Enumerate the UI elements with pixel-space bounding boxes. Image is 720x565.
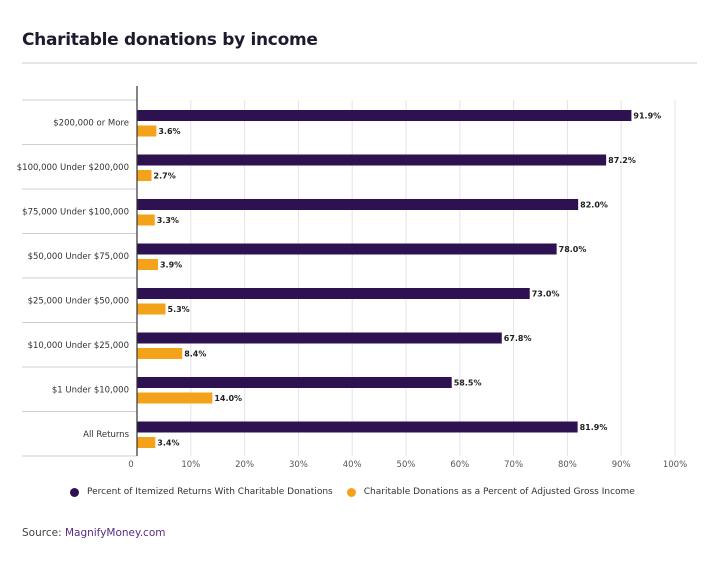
bars: [137, 110, 632, 448]
data-label-series2: 5.3%: [168, 305, 190, 314]
data-label-series1: 87.2%: [608, 156, 636, 165]
bar-series1: [137, 332, 502, 344]
bar-series2: [137, 437, 156, 448]
x-tick-labels: 0 10% 20% 30% 40% 50% 60% 70% 80% 90% 100%: [128, 460, 687, 470]
category-labels: $200,000 or More $100,000 Under $200,000 $…: [17, 118, 130, 440]
legend-label-series1: Percent of Itemized Returns With Charita…: [87, 487, 333, 497]
data-label-series1: 58.5%: [454, 379, 482, 388]
x-tick-label: 40%: [343, 460, 362, 470]
x-tick-label: 80%: [558, 460, 577, 470]
x-tick-label: 30%: [289, 460, 308, 470]
x-tick-label: 60%: [450, 460, 469, 470]
data-label-series1: 73.0%: [532, 290, 560, 299]
category-label: $75,000 Under $100,000: [22, 207, 129, 217]
category-label: $1 Under $10,000: [52, 385, 129, 395]
data-label-series2: 3.3%: [157, 216, 179, 225]
category-label: $200,000 or More: [53, 118, 129, 128]
bar-series2: [137, 303, 166, 315]
category-separators: [22, 99, 137, 457]
bar-series1: [137, 154, 607, 166]
bar-series1: [137, 377, 452, 388]
category-label: All Returns: [83, 430, 129, 440]
bar-series2: [137, 170, 152, 181]
category-label: $100,000 Under $200,000: [17, 163, 129, 173]
category-label: $10,000 Under $25,000: [28, 341, 129, 351]
data-label-series2: 8.4%: [184, 350, 206, 359]
bar-series1: [137, 288, 530, 299]
legend-label-series2: Charitable Donations as a Percent of Adj…: [363, 487, 635, 497]
x-tick-label: 70%: [504, 460, 523, 470]
legend-marker-series1: [70, 487, 79, 497]
source-link[interactable]: MagnifyMoney.com: [64, 527, 166, 539]
bar-series2: [137, 214, 155, 226]
x-tick-label: 0: [128, 460, 133, 470]
x-tick-label: 90%: [612, 460, 631, 470]
bar-series2: [137, 348, 183, 359]
data-label-series1: 82.0%: [580, 201, 608, 210]
legend-item-series1: Percent of Itemized Returns With Charita…: [70, 487, 333, 497]
bar-series1: [137, 199, 579, 210]
bar-series2: [137, 392, 213, 404]
x-tick-label: 100%: [663, 460, 687, 470]
legend-item-series2: Charitable Donations as a Percent of Adj…: [346, 487, 635, 497]
data-label-series2: 3.6%: [158, 127, 180, 136]
source-prefix: Source:: [22, 527, 65, 539]
title-divider: [22, 62, 697, 64]
data-label-series2: 3.4%: [157, 439, 179, 448]
x-tick-label: 50%: [397, 460, 416, 470]
category-label: $50,000 Under $75,000: [28, 252, 129, 262]
data-label-series2: 2.7%: [154, 172, 176, 181]
data-label-series1: 81.9%: [580, 423, 608, 432]
chart-title: Charitable donations by income: [22, 30, 318, 50]
x-tick-label: 20%: [235, 460, 254, 470]
data-label-series2: 14.0%: [214, 394, 242, 403]
bar-series2: [137, 125, 157, 137]
bar-labels: 91.9% 3.6% 87.2% 2.7% 82.0% 3.3% 78.0% 3.9% 73.0…: [154, 112, 662, 448]
data-label-series1: 78.0%: [559, 245, 587, 254]
data-label-series1: 91.9%: [633, 112, 661, 121]
bar-series1: [137, 243, 557, 255]
legend: Percent of Itemized Returns With Charita…: [70, 487, 649, 497]
gridlines: [190, 100, 676, 456]
data-label-series2: 3.9%: [160, 261, 182, 270]
data-label-series1: 67.8%: [504, 334, 532, 343]
source-note: Source: MagnifyMoney.com: [22, 527, 166, 539]
bar-series1: [137, 110, 632, 121]
bar-series1: [137, 421, 578, 433]
bar-series2: [137, 259, 158, 270]
bar-chart: 91.9% 3.6% 87.2% 2.7% 82.0% 3.3% 78.0% 3.9% 73.0…: [17, 86, 687, 470]
legend-marker-series2: [346, 487, 356, 497]
x-tick-label: 10%: [181, 460, 200, 470]
category-label: $25,000 Under $50,000: [28, 296, 129, 306]
